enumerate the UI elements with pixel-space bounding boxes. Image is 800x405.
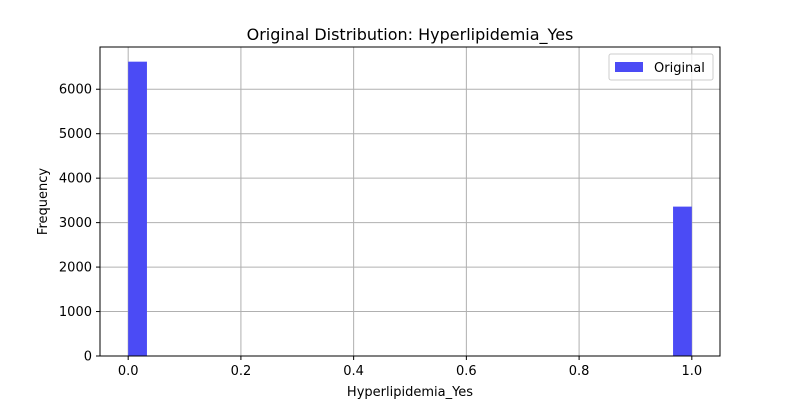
tick-layer: 0.0 0.2 0.4 0.6 0.8 1.0 0 1000 2000 3000 4000 5000 6… (59, 83, 702, 379)
y-tick-label: 2000 (59, 261, 92, 276)
plot-frame (99, 46, 721, 357)
y-tick-label: 4000 (59, 172, 92, 187)
y-tick-label: 1000 (59, 305, 92, 320)
x-tick-label: 0.2 (231, 364, 252, 379)
x-tick-label: 0.0 (118, 364, 139, 379)
y-tick-label: 3000 (59, 216, 92, 231)
chart-title: Original Distribution: Hyperlipidemia_Ye… (247, 25, 574, 45)
x-tick-label: 0.4 (343, 364, 364, 379)
x-tick-label: 1.0 (681, 364, 702, 379)
y-tick-label: 0 (84, 350, 92, 365)
y-axis-title: Frequency (36, 168, 51, 235)
x-tick-label: 0.6 (456, 364, 477, 379)
y-tick-label: 5000 (59, 127, 92, 142)
x-axis-title: Hyperlipidemia_Yes (347, 385, 473, 400)
histogram-bar (673, 206, 692, 356)
legend-swatch (615, 62, 643, 72)
legend-box (608, 53, 714, 81)
legend-label: Original (654, 61, 705, 76)
bar-layer (128, 61, 692, 357)
x-tick-label: 0.8 (569, 364, 590, 379)
grid-layer (100, 47, 720, 357)
y-tick-label: 6000 (59, 83, 92, 98)
legend: Original (608, 53, 714, 81)
histogram-bar (128, 61, 147, 357)
